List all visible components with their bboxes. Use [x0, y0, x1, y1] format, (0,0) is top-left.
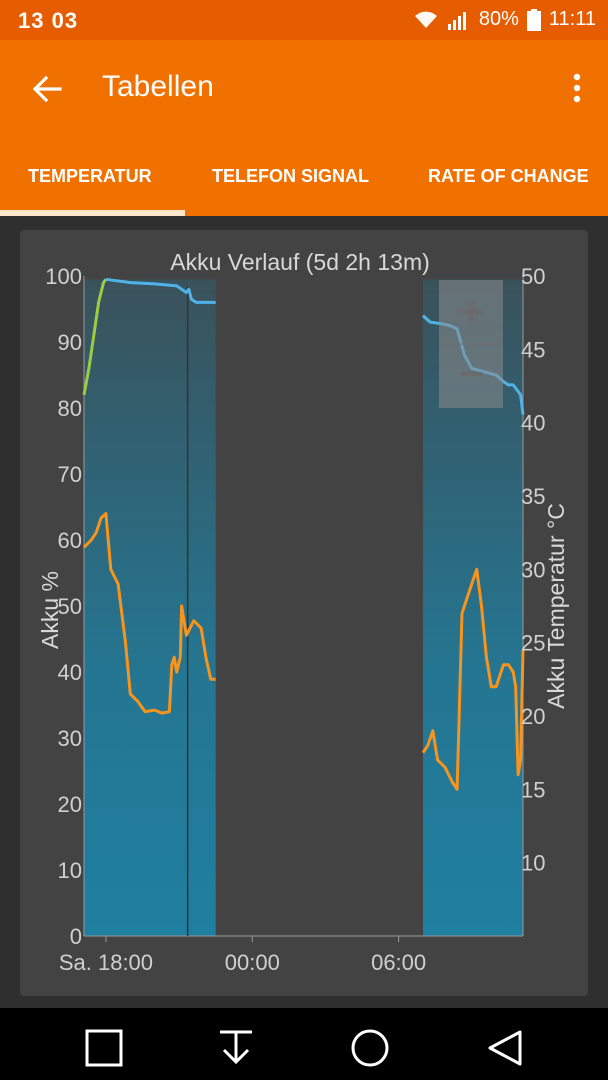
charging-line-0	[82, 278, 108, 396]
y-tick-label: 90	[58, 330, 82, 355]
navigation-bar	[0, 1008, 608, 1080]
chart-card: 0 10 20 30 40 50 60 70 80 90 100 10 15 20 25 30 35 40 45 50…	[20, 230, 588, 996]
y-tick-label: 50	[58, 594, 82, 619]
back-icon[interactable]	[484, 1028, 524, 1068]
wifi-icon	[414, 11, 437, 28]
signal-icon	[447, 11, 466, 30]
download-arrow-icon[interactable]	[216, 1028, 256, 1068]
x-tick-label: 06:00	[371, 950, 426, 975]
y-tick-label: 60	[58, 528, 82, 553]
status-clock: 11:11	[548, 8, 596, 30]
battery-icon	[526, 8, 541, 31]
zoom-controls: + −	[439, 280, 503, 408]
y-tick-label: 80	[58, 396, 82, 421]
x-tick-label: 00:00	[225, 950, 280, 975]
y2-tick-label: 50	[521, 264, 545, 289]
zoom-in-button[interactable]: +	[459, 288, 484, 335]
y2-axis-label: Akku Temperatur °C	[543, 503, 569, 709]
app-bar: Tabellen	[0, 40, 608, 138]
arrow-left-icon[interactable]	[30, 72, 64, 106]
status-right: 80% 11:11	[413, 8, 596, 31]
y2-tick-label: 30	[521, 557, 545, 582]
status-left-time: 13 03	[18, 8, 79, 33]
y-tick-label: 30	[58, 726, 82, 751]
more-vert-icon[interactable]	[570, 72, 584, 106]
tab-rate-of-change[interactable]: RATE OF CHANGE	[428, 166, 589, 186]
tab-temperatur[interactable]: TEMPERATUR	[28, 166, 152, 186]
y2-tick-label: 10	[521, 851, 545, 876]
chart-title: Akku Verlauf (5d 2h 13m)	[170, 249, 430, 275]
y-tick-label: 10	[58, 858, 82, 883]
y2-tick-label: 40	[521, 411, 545, 436]
y-tick-label: 100	[45, 264, 82, 289]
temperature-line-0	[82, 512, 216, 715]
home-icon[interactable]	[350, 1028, 390, 1068]
temperature-line-1	[421, 567, 525, 791]
battery-percent: 80%	[478, 8, 519, 30]
zoom-out-button[interactable]: −	[459, 350, 484, 397]
y-tick-label: 40	[58, 660, 82, 685]
y-tick-label: 70	[58, 462, 82, 487]
segment-fill-0	[84, 279, 216, 936]
page-title: Tabellen	[102, 70, 214, 103]
y2-tick-label: 20	[521, 704, 545, 729]
battery-line-0	[105, 277, 216, 304]
status-bar: 13 03 80% 11:11	[0, 0, 608, 40]
tab-indicator	[0, 210, 185, 216]
y-axis-label: Akku %	[37, 571, 63, 649]
tab-bar: TEMPERATUR TELEFON SIGNAL RATE OF CHANGE	[0, 138, 608, 216]
recent-apps-icon[interactable]	[84, 1028, 124, 1068]
y2-tick-label: 35	[521, 484, 545, 509]
y-tick-label: 20	[58, 792, 82, 817]
y2-tick-label: 45	[521, 337, 545, 362]
battery-chart[interactable]: 0 10 20 30 40 50 60 70 80 90 100 10 15 20 25 30 35 40 45 50…	[20, 230, 588, 996]
y2-tick-label: 25	[521, 631, 545, 656]
tab-telefon-signal[interactable]: TELEFON SIGNAL	[212, 166, 369, 186]
y2-tick-label: 15	[521, 777, 545, 802]
x-tick-label: Sa. 18:00	[59, 950, 153, 975]
y-tick-label: 0	[70, 924, 82, 949]
